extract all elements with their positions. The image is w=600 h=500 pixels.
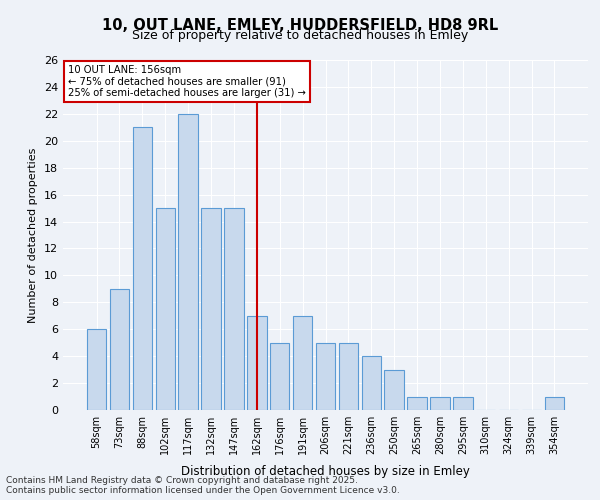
Bar [453, 396, 473, 410]
Bar [362, 356, 381, 410]
Bar [87, 329, 106, 410]
Bar [178, 114, 198, 410]
Bar [407, 396, 427, 410]
Bar [385, 370, 404, 410]
Bar [338, 342, 358, 410]
Bar [545, 396, 564, 410]
Y-axis label: Number of detached properties: Number of detached properties [28, 148, 38, 322]
Text: Size of property relative to detached houses in Emley: Size of property relative to detached ho… [132, 28, 468, 42]
Bar [110, 289, 129, 410]
Text: 10, OUT LANE, EMLEY, HUDDERSFIELD, HD8 9RL: 10, OUT LANE, EMLEY, HUDDERSFIELD, HD8 9… [102, 18, 498, 32]
Text: 10 OUT LANE: 156sqm
← 75% of detached houses are smaller (91)
25% of semi-detach: 10 OUT LANE: 156sqm ← 75% of detached ho… [68, 66, 306, 98]
X-axis label: Distribution of detached houses by size in Emley: Distribution of detached houses by size … [181, 466, 470, 478]
Bar [155, 208, 175, 410]
Bar [202, 208, 221, 410]
Text: Contains HM Land Registry data © Crown copyright and database right 2025.
Contai: Contains HM Land Registry data © Crown c… [6, 476, 400, 495]
Bar [270, 342, 289, 410]
Bar [224, 208, 244, 410]
Bar [133, 128, 152, 410]
Bar [316, 342, 335, 410]
Bar [247, 316, 266, 410]
Bar [430, 396, 449, 410]
Bar [293, 316, 313, 410]
